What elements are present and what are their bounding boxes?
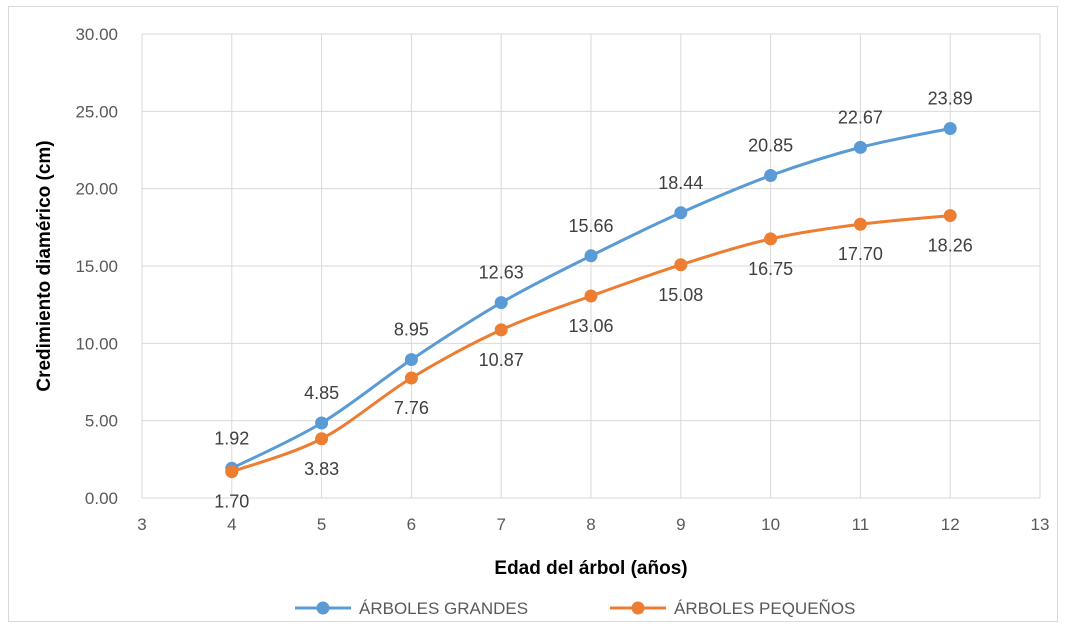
x-tick-label: 13 [1031, 515, 1050, 534]
series-line-grandes [231, 127, 951, 470]
data-label-grandes: 15.66 [568, 216, 613, 236]
chart-frame [8, 6, 1058, 622]
data-point-grandes [404, 353, 418, 367]
data-label-pequenos: 18.26 [928, 236, 973, 256]
data-point-pequenos [943, 209, 957, 223]
y-tick-label: 0.00 [85, 489, 118, 508]
data-point-pequenos [853, 217, 867, 231]
data-label-pequenos: 17.70 [838, 244, 883, 264]
data-point-pequenos [315, 432, 329, 446]
x-axis-title: Edad del árbol (años) [494, 558, 687, 579]
data-label-grandes: 18.44 [658, 173, 703, 193]
legend-marker-pequenos [631, 601, 645, 615]
data-label-pequenos: 10.87 [479, 350, 524, 370]
x-tick-label: 6 [407, 515, 416, 534]
data-label-pequenos: 3.83 [304, 459, 339, 479]
x-tick-label: 4 [227, 515, 236, 534]
x-tick-label: 9 [676, 515, 685, 534]
y-tick-label: 15.00 [75, 257, 118, 276]
data-label-grandes: 22.67 [838, 107, 883, 127]
data-label-pequenos: 7.76 [394, 398, 429, 418]
y-tick-label: 25.00 [75, 102, 118, 121]
y-axis-title: Credimiento diamérico (cm) [34, 140, 55, 391]
x-tick-label: 11 [852, 515, 870, 534]
data-point-pequenos [584, 289, 598, 303]
data-label-grandes: 20.85 [748, 136, 793, 156]
data-point-grandes [584, 249, 598, 263]
data-label-grandes: 8.95 [394, 320, 429, 340]
data-label-pequenos: 16.75 [748, 259, 793, 279]
data-point-pequenos [225, 465, 239, 479]
data-point-grandes [674, 206, 688, 220]
y-tick-label: 5.00 [85, 412, 118, 431]
data-point-grandes [853, 140, 867, 154]
x-tick-label: 10 [761, 515, 780, 534]
y-tick-label: 10.00 [75, 334, 118, 353]
data-label-pequenos: 13.06 [568, 316, 613, 336]
x-tick-label: 8 [586, 515, 595, 534]
data-point-grandes [764, 169, 778, 183]
data-label-grandes: 1.92 [214, 428, 249, 448]
data-label-pequenos: 1.70 [214, 492, 249, 512]
data-point-pequenos [674, 258, 688, 272]
data-point-grandes [494, 296, 508, 310]
data-point-grandes [943, 122, 957, 136]
legend-label-pequenos: ÁRBOLES PEQUEÑOS [674, 599, 855, 618]
legend-label-grandes: ÁRBOLES GRANDES [359, 599, 528, 618]
data-label-grandes: 12.63 [479, 263, 524, 283]
x-tick-label: 5 [317, 515, 326, 534]
x-tick-label: 7 [496, 515, 505, 534]
x-tick-label: 12 [941, 515, 960, 534]
y-tick-label: 30.00 [75, 25, 118, 44]
data-point-pequenos [404, 371, 418, 385]
data-label-grandes: 23.89 [928, 89, 973, 109]
data-label-pequenos: 15.08 [658, 285, 703, 305]
data-point-grandes [315, 416, 329, 430]
data-label-grandes: 4.85 [304, 383, 339, 403]
data-point-pequenos [764, 232, 778, 246]
x-tick-label: 3 [137, 515, 146, 534]
data-point-pequenos [494, 323, 508, 337]
y-tick-label: 20.00 [75, 180, 118, 199]
legend-marker-grandes [316, 601, 330, 615]
